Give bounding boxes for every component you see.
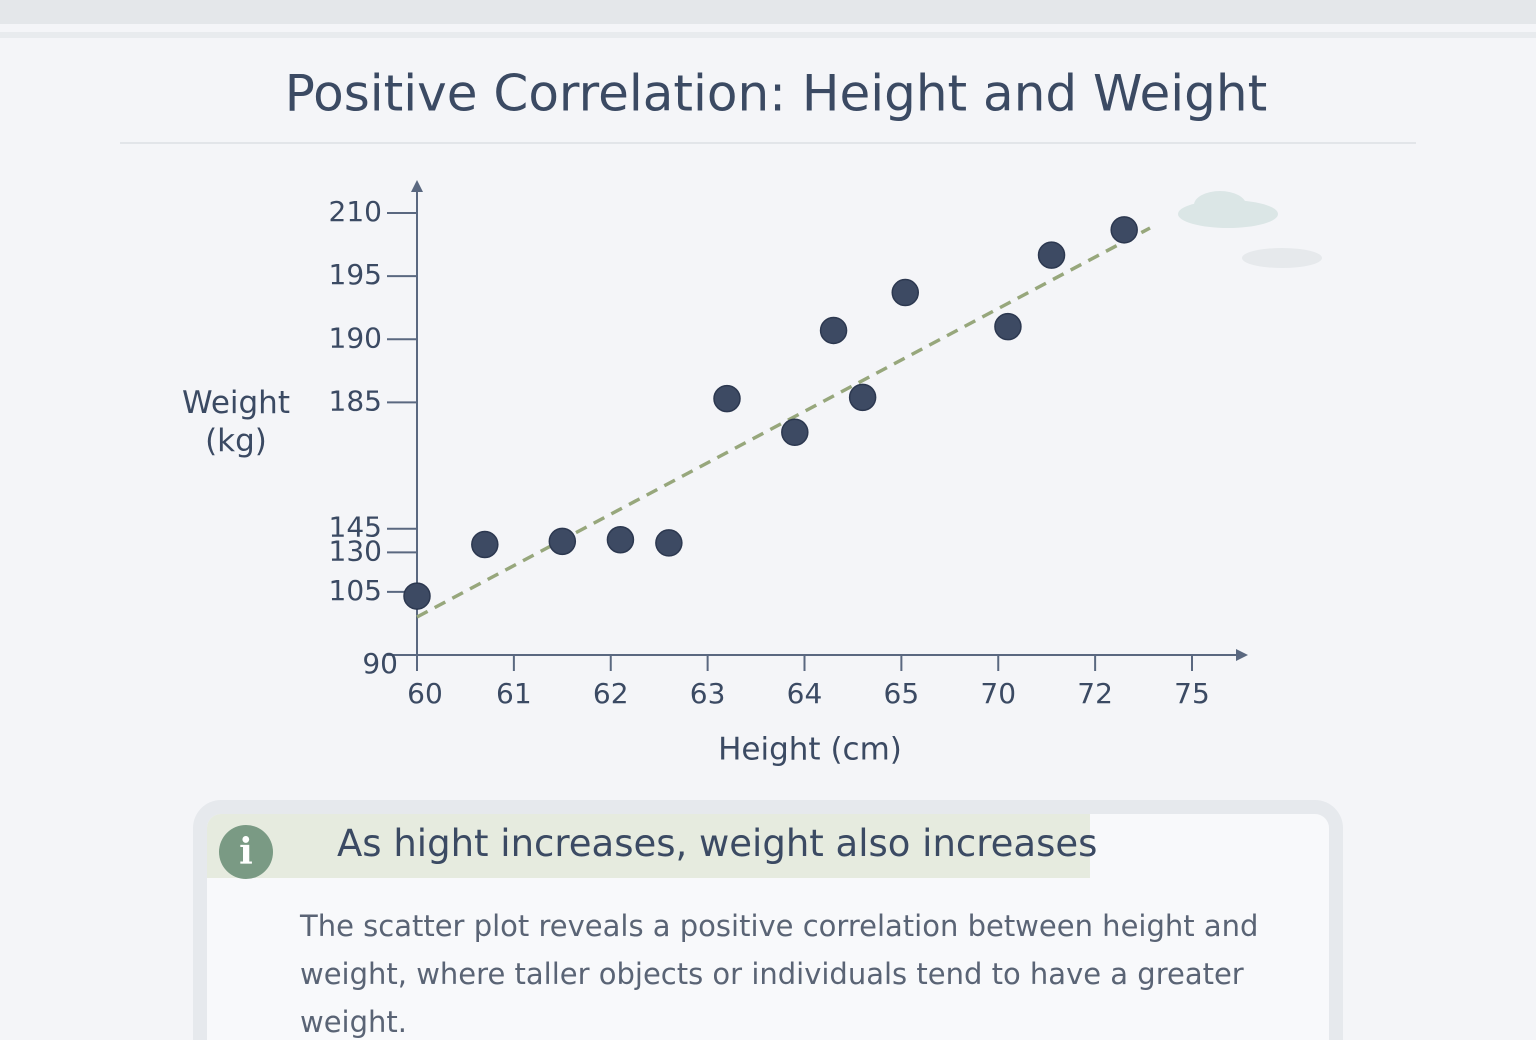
y-tick-label: 90 <box>362 647 398 680</box>
y-arrow <box>411 180 423 192</box>
top-bar <box>0 0 1536 24</box>
x-tick-label: 61 <box>496 677 532 710</box>
x-tick-label: 62 <box>593 677 629 710</box>
x-tick-label: 64 <box>787 677 823 710</box>
point <box>403 582 431 610</box>
callout: i As hight increases, weight also increa… <box>193 800 1343 1040</box>
callout-body: The scatter plot reveals a positive corr… <box>300 909 1259 1039</box>
y-tick-label: 185 <box>329 384 382 417</box>
y-tick-label: 190 <box>329 321 382 354</box>
y-axis-label: Weight (kg) <box>182 385 290 459</box>
x-tick-label: 70 <box>980 677 1016 710</box>
chart: Positive Correlation: Height and Weight … <box>0 0 1536 768</box>
point <box>655 529 683 557</box>
callout-title: As hight increases, weight also increase… <box>337 822 1098 865</box>
cloud-decoration <box>1178 191 1322 268</box>
point <box>819 316 848 345</box>
y-tick-label: 105 <box>329 574 382 607</box>
x-arrow <box>1236 649 1248 661</box>
point <box>848 383 877 412</box>
x-tick-label: 72 <box>1077 677 1113 710</box>
info-icon: i <box>219 825 273 879</box>
x-axis-label: Height (cm) <box>718 732 902 768</box>
point <box>548 527 577 556</box>
point <box>1110 216 1138 244</box>
point <box>994 312 1022 341</box>
x-tick-label: 75 <box>1174 677 1210 710</box>
point <box>781 418 809 447</box>
x-tick-label: 60 <box>407 677 443 710</box>
point <box>713 384 741 413</box>
chart-title: Positive Correlation: Height and Weight <box>285 65 1267 123</box>
point <box>891 278 919 307</box>
point <box>1037 241 1066 269</box>
top-rule <box>0 32 1536 38</box>
y-tick-label: 145 <box>329 511 382 544</box>
y-tick-label: 130 <box>329 534 382 567</box>
point <box>471 530 499 559</box>
trend-line <box>416 226 1151 619</box>
x-tick-label: 65 <box>884 677 920 710</box>
y-tick-label: 210 <box>329 195 382 228</box>
point <box>606 526 635 554</box>
callout-header <box>207 814 1090 878</box>
x-tick-label: 63 <box>690 677 726 710</box>
y-tick-label: 195 <box>329 258 382 291</box>
